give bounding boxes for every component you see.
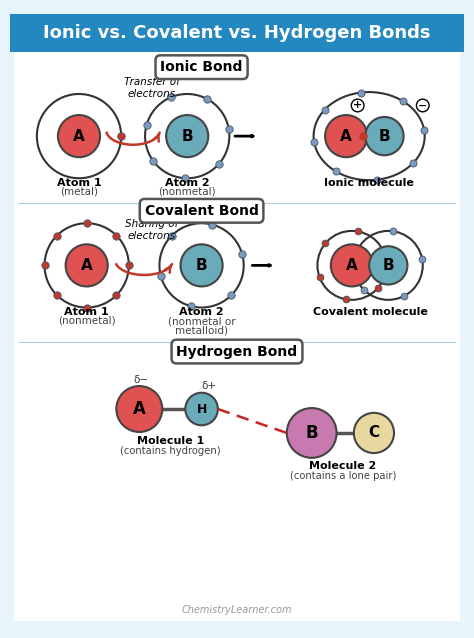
Point xyxy=(389,226,397,236)
Point xyxy=(322,238,329,248)
Text: −: − xyxy=(418,100,428,110)
Text: δ−: δ− xyxy=(134,375,149,385)
Point xyxy=(149,156,157,166)
Text: Molecule 1: Molecule 1 xyxy=(137,436,204,447)
Circle shape xyxy=(185,393,218,426)
Circle shape xyxy=(365,117,403,155)
Text: B: B xyxy=(305,424,318,442)
Point xyxy=(203,94,211,104)
Text: B: B xyxy=(379,129,390,144)
Point xyxy=(187,301,194,311)
Text: C: C xyxy=(368,426,380,440)
Text: +: + xyxy=(353,100,362,110)
Point xyxy=(332,166,339,176)
Point xyxy=(357,87,365,98)
Text: A: A xyxy=(73,129,85,144)
Text: (contains hydrogen): (contains hydrogen) xyxy=(120,446,221,456)
Text: metalloid): metalloid) xyxy=(175,325,228,336)
Point xyxy=(316,272,323,282)
Text: A: A xyxy=(346,258,358,273)
Circle shape xyxy=(116,386,162,432)
Point xyxy=(374,283,382,293)
Point xyxy=(238,249,246,260)
Point xyxy=(209,219,216,230)
Text: Covalent Bond: Covalent Bond xyxy=(145,204,258,218)
Point xyxy=(182,173,189,183)
Point xyxy=(53,290,61,300)
Point xyxy=(41,260,48,271)
Text: δ+: δ+ xyxy=(202,381,217,391)
Text: Molecule 2: Molecule 2 xyxy=(309,461,376,471)
Text: (nonmetal or: (nonmetal or xyxy=(168,316,236,327)
Text: Atom 2: Atom 2 xyxy=(179,307,224,317)
Point xyxy=(420,125,428,135)
Point xyxy=(361,285,368,295)
FancyBboxPatch shape xyxy=(14,17,460,621)
Text: (metal): (metal) xyxy=(60,186,98,197)
Text: Hydrogen Bond: Hydrogen Bond xyxy=(176,345,298,359)
Text: A: A xyxy=(81,258,92,273)
Text: Atom 2: Atom 2 xyxy=(165,178,210,188)
Text: A: A xyxy=(340,129,352,144)
Text: (nonmetal): (nonmetal) xyxy=(58,316,116,326)
Point xyxy=(168,230,175,241)
Point xyxy=(53,230,61,241)
Point xyxy=(215,159,223,169)
Text: H: H xyxy=(196,403,207,415)
Point xyxy=(354,245,361,255)
Point xyxy=(113,290,120,300)
Circle shape xyxy=(325,115,367,157)
Circle shape xyxy=(287,408,337,458)
Text: A: A xyxy=(133,400,146,418)
FancyBboxPatch shape xyxy=(10,13,464,52)
Text: B: B xyxy=(182,129,193,144)
Text: Ionic molecule: Ionic molecule xyxy=(324,178,414,188)
Point xyxy=(310,137,318,147)
Circle shape xyxy=(166,115,208,157)
Point xyxy=(157,271,164,281)
Point xyxy=(354,226,362,237)
Text: (contains a lone pair): (contains a lone pair) xyxy=(290,471,396,481)
Point xyxy=(410,158,417,168)
Text: Covalent molecule: Covalent molecule xyxy=(313,307,428,317)
Text: ChemistryLearner.com: ChemistryLearner.com xyxy=(182,605,292,615)
Point xyxy=(167,93,174,103)
Text: Sharing of
electrons: Sharing of electrons xyxy=(125,219,178,241)
Text: Transfer of
electrons: Transfer of electrons xyxy=(124,77,180,99)
Circle shape xyxy=(369,246,408,285)
Point xyxy=(83,218,91,228)
Point xyxy=(118,131,125,141)
Point xyxy=(401,291,408,301)
Text: Ionic vs. Covalent vs. Hydrogen Bonds: Ionic vs. Covalent vs. Hydrogen Bonds xyxy=(43,24,431,41)
Point xyxy=(360,131,367,141)
Circle shape xyxy=(181,244,223,286)
Text: Ionic Bond: Ionic Bond xyxy=(160,60,243,74)
Circle shape xyxy=(58,115,100,157)
Circle shape xyxy=(331,244,373,286)
Point xyxy=(83,302,91,313)
Text: Atom 1: Atom 1 xyxy=(64,307,109,317)
Text: B: B xyxy=(196,258,208,273)
Point xyxy=(399,96,406,106)
Point xyxy=(225,124,232,134)
Point xyxy=(125,260,133,271)
Point xyxy=(373,175,381,185)
Point xyxy=(143,119,150,130)
Point xyxy=(419,255,426,265)
Text: (nonmetal): (nonmetal) xyxy=(158,186,216,197)
Point xyxy=(228,290,235,300)
Text: B: B xyxy=(383,258,394,273)
Point xyxy=(381,248,388,258)
Point xyxy=(342,294,350,304)
Point xyxy=(321,105,328,115)
Circle shape xyxy=(354,413,394,453)
Point xyxy=(113,230,120,241)
Circle shape xyxy=(65,244,108,286)
Text: Atom 1: Atom 1 xyxy=(57,178,101,188)
